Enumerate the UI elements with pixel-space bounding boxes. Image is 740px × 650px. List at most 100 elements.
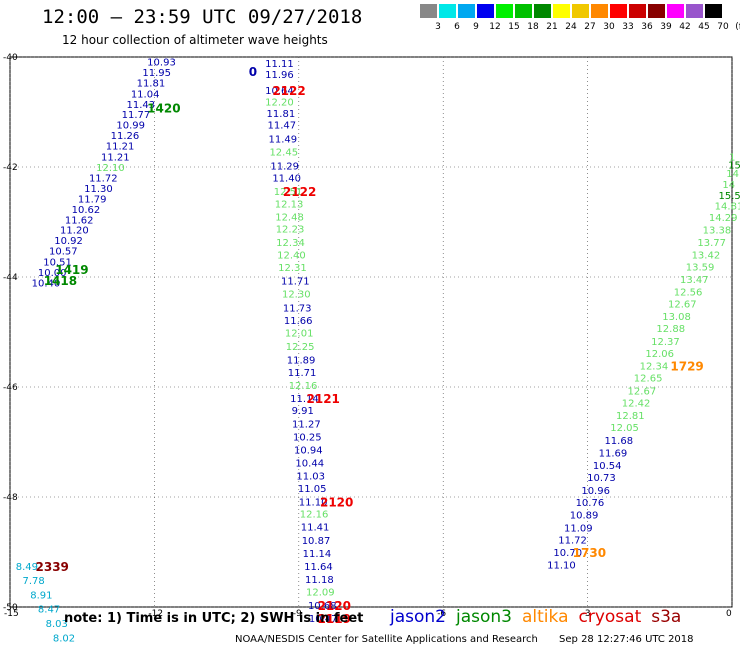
legend-label: 30 bbox=[603, 22, 615, 32]
wave-height-label: 11.95 bbox=[142, 68, 171, 79]
wave-height-label: 11.81 bbox=[137, 78, 166, 89]
legend-swatch bbox=[496, 4, 513, 18]
y-tick-label: -42 bbox=[3, 163, 18, 173]
wave-height-label: 10.51 bbox=[43, 258, 72, 269]
wave-height-label: 7.78 bbox=[23, 576, 45, 587]
wave-height-label: 11.21 bbox=[106, 142, 135, 153]
wave-height-label: 11.14 bbox=[303, 549, 332, 560]
wave-height-label: 12.30 bbox=[282, 290, 311, 301]
legend-swatch bbox=[610, 4, 627, 18]
wave-height-label: 11.72 bbox=[558, 535, 587, 546]
wave-height-label: 1 bbox=[729, 153, 735, 164]
x-tick-label: -12 bbox=[148, 609, 163, 619]
wave-height-label: 11.26 bbox=[111, 131, 140, 142]
wave-height-label: 10.68 bbox=[308, 601, 337, 612]
y-tick-label: -50 bbox=[3, 603, 18, 613]
wave-height-label: 12.01 bbox=[285, 329, 314, 340]
wave-height-label: 10.76 bbox=[576, 498, 605, 509]
pass-time-label: 1729 bbox=[670, 360, 703, 374]
legend-label: 33 bbox=[622, 22, 634, 32]
wave-height-label: 8.47 bbox=[38, 605, 60, 616]
legend-swatch bbox=[591, 4, 608, 18]
wave-height-label: 10.94 bbox=[294, 446, 323, 457]
footer: NOAA/NESDIS Center for Satellite Applica… bbox=[235, 634, 694, 645]
wave-height-label: 12.31 bbox=[278, 263, 307, 274]
wave-height-label: 10.25 bbox=[293, 433, 322, 444]
wave-height-label: 12.88 bbox=[656, 324, 685, 335]
legend-swatch bbox=[534, 4, 551, 18]
legend-label: 15 bbox=[508, 22, 520, 32]
legend-label: 6 bbox=[454, 22, 460, 32]
wave-height-label: 12.06 bbox=[645, 349, 674, 360]
wave-height-label: 11.04 bbox=[131, 89, 160, 100]
pass-time-label: 2120 bbox=[318, 599, 351, 613]
pass-time-label: 1730 bbox=[573, 546, 606, 560]
wave-height-label: 14 bbox=[726, 169, 739, 180]
legend-swatch bbox=[420, 4, 437, 18]
legend-swatch bbox=[629, 4, 646, 18]
wave-height-label: 10.44 bbox=[295, 458, 324, 469]
pass-time-label: 1420 bbox=[147, 102, 180, 116]
wave-height-label: 13.59 bbox=[686, 263, 715, 274]
legend-swatch bbox=[439, 4, 456, 18]
wave-height-label: 12.51 bbox=[274, 187, 303, 198]
wave-height-label: 13.77 bbox=[697, 238, 726, 249]
wave-height-label: 12.48 bbox=[275, 213, 304, 224]
legend-label: 9 bbox=[473, 22, 479, 32]
wave-height-label: 11.89 bbox=[287, 356, 316, 367]
wave-height-label: 11.30 bbox=[84, 184, 113, 195]
wave-height-label: 10.93 bbox=[147, 57, 176, 68]
wave-height-label: 14.29 bbox=[709, 213, 738, 224]
pass-time-label: 2121 bbox=[307, 392, 340, 406]
legend-label: 39 bbox=[660, 22, 672, 32]
legend-label: 24 bbox=[565, 22, 577, 32]
wave-height-label: 10.64 bbox=[265, 86, 294, 97]
wave-height-label: 11.20 bbox=[60, 226, 89, 237]
x-tick-label: -9 bbox=[293, 609, 302, 619]
wave-height-label: 10.70 bbox=[553, 548, 582, 559]
footer-credit: NOAA/NESDIS Center for Satellite Applica… bbox=[235, 634, 538, 645]
wave-height-label: 11.03 bbox=[296, 472, 325, 483]
legend-swatch bbox=[648, 4, 665, 18]
wave-height-label: 12.16 bbox=[289, 381, 318, 392]
wave-height-label: 11.71 bbox=[281, 276, 310, 287]
legend-label: 27 bbox=[584, 22, 596, 32]
x-tick-label: 0 bbox=[726, 609, 732, 619]
satellite-cryosat: cryosat bbox=[578, 607, 642, 627]
wave-height-label: 11.21 bbox=[101, 153, 130, 164]
wave-height-label: 11.69 bbox=[599, 448, 628, 459]
pass-time-label: 2122 bbox=[272, 84, 305, 98]
wave-height-label: 11.68 bbox=[604, 436, 633, 447]
legend-label: 18 bbox=[527, 22, 539, 32]
wave-height-label: 9.91 bbox=[292, 406, 314, 417]
wave-height-label: 10.00 bbox=[38, 268, 67, 279]
wave-height-label: 12.37 bbox=[651, 337, 680, 348]
x-tick-label: -3 bbox=[582, 609, 591, 619]
wave-height-label: 10.87 bbox=[302, 536, 331, 547]
wave-height-label: 12.56 bbox=[674, 287, 703, 298]
wave-height-label: 13.08 bbox=[662, 312, 691, 323]
wave-height-label: 11.49 bbox=[268, 134, 297, 145]
y-tick-label: -44 bbox=[3, 273, 18, 283]
wave-height-label: 8.03 bbox=[46, 619, 68, 630]
x-tick-label: -15 bbox=[4, 609, 19, 619]
wave-height-label: 11.43 bbox=[126, 100, 155, 111]
wave-height-label: 12.05 bbox=[610, 423, 639, 434]
legend-swatch bbox=[572, 4, 589, 18]
wave-height-label: 11.10 bbox=[547, 561, 576, 572]
wave-height-label: 10.96 bbox=[581, 486, 610, 497]
wave-height-label: 12.45 bbox=[269, 148, 298, 159]
wave-height-label: 11.05 bbox=[298, 484, 327, 495]
legend-label: 36 bbox=[641, 22, 653, 32]
wave-height-label: 14.81 bbox=[715, 202, 740, 213]
pass-time-label: 2122 bbox=[283, 185, 316, 199]
wave-height-label: 12.34 bbox=[276, 238, 305, 249]
y-tick-label: -40 bbox=[3, 53, 18, 63]
wave-height-label: 11.64 bbox=[304, 562, 333, 573]
wave-height-label: 11.40 bbox=[272, 173, 301, 184]
chart-subtitle: 12 hour collection of altimeter wave hei… bbox=[62, 33, 328, 47]
wave-height-label: 11.71 bbox=[288, 368, 317, 379]
y-tick-label: -46 bbox=[3, 383, 18, 393]
wave-height-label: 12.42 bbox=[622, 398, 651, 409]
satellite-jason2: jason2 bbox=[390, 607, 446, 627]
